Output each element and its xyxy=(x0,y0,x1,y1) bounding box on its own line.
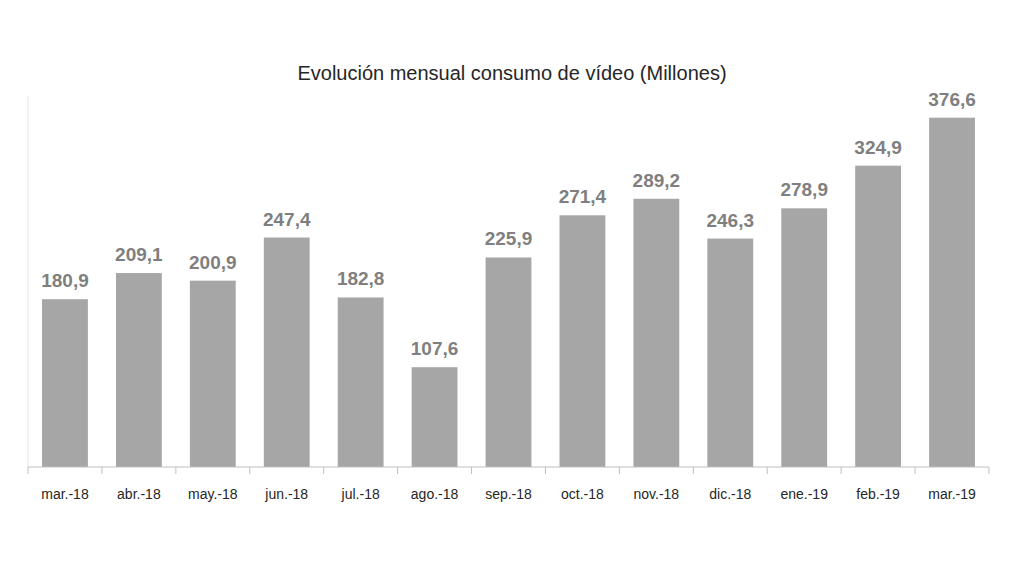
x-tick-label: sep.-18 xyxy=(485,486,532,502)
x-axis-line xyxy=(28,467,989,468)
bars xyxy=(42,118,975,467)
data-label: 247,4 xyxy=(263,209,311,230)
x-tick-label: jul.-18 xyxy=(341,486,380,502)
x-tick xyxy=(693,467,694,474)
data-label: 180,9 xyxy=(41,270,89,291)
x-tick xyxy=(175,467,176,474)
x-tick xyxy=(545,467,546,474)
bar xyxy=(412,367,458,467)
data-label: 324,9 xyxy=(854,137,902,158)
data-label: 182,8 xyxy=(337,268,385,289)
x-tick-label: abr.-18 xyxy=(117,486,161,502)
x-tick-label: may.-18 xyxy=(188,486,238,502)
y-axis-line xyxy=(28,96,29,467)
bar xyxy=(190,281,236,467)
bar xyxy=(781,208,827,467)
x-tick-label: jun.-18 xyxy=(264,486,308,502)
data-label: 289,2 xyxy=(633,170,681,191)
chart: Evolución mensual consumo de vídeo (Mill… xyxy=(0,0,1024,576)
x-tick xyxy=(471,467,472,474)
x-tick-label: oct.-18 xyxy=(561,486,604,502)
data-label: 200,9 xyxy=(189,252,237,273)
data-label: 209,1 xyxy=(115,244,163,265)
x-tick-label: mar.-19 xyxy=(928,486,976,502)
data-label: 278,9 xyxy=(780,179,828,200)
data-label: 376,6 xyxy=(928,89,976,110)
bar xyxy=(486,257,532,467)
x-tick-label: mar.-18 xyxy=(41,486,89,502)
x-tick xyxy=(323,467,324,474)
bar xyxy=(42,299,88,467)
data-label: 225,9 xyxy=(485,228,533,249)
bar xyxy=(560,215,606,467)
background xyxy=(0,0,1024,576)
x-tick xyxy=(28,467,29,474)
x-tick xyxy=(397,467,398,474)
bar xyxy=(338,297,384,467)
bar xyxy=(264,238,310,467)
bar xyxy=(116,273,162,467)
data-label: 271,4 xyxy=(559,186,607,207)
x-tick xyxy=(767,467,768,474)
x-tick-label: dic.-18 xyxy=(709,486,751,502)
x-tick-label: nov.-18 xyxy=(634,486,680,502)
x-tick-label: feb.-19 xyxy=(856,486,900,502)
x-tick xyxy=(841,467,842,474)
x-tick xyxy=(101,467,102,474)
bar xyxy=(855,166,901,467)
x-tick xyxy=(989,467,990,474)
x-tick-label: ago.-18 xyxy=(411,486,459,502)
x-tick xyxy=(619,467,620,474)
x-tick xyxy=(915,467,916,474)
data-label: 246,3 xyxy=(706,210,754,231)
bar xyxy=(707,239,753,467)
data-label: 107,6 xyxy=(411,338,459,359)
x-tick xyxy=(249,467,250,474)
bar xyxy=(633,199,679,467)
title: Evolución mensual consumo de vídeo (Mill… xyxy=(297,62,726,84)
bar xyxy=(929,118,975,467)
x-tick-label: ene.-19 xyxy=(780,486,828,502)
